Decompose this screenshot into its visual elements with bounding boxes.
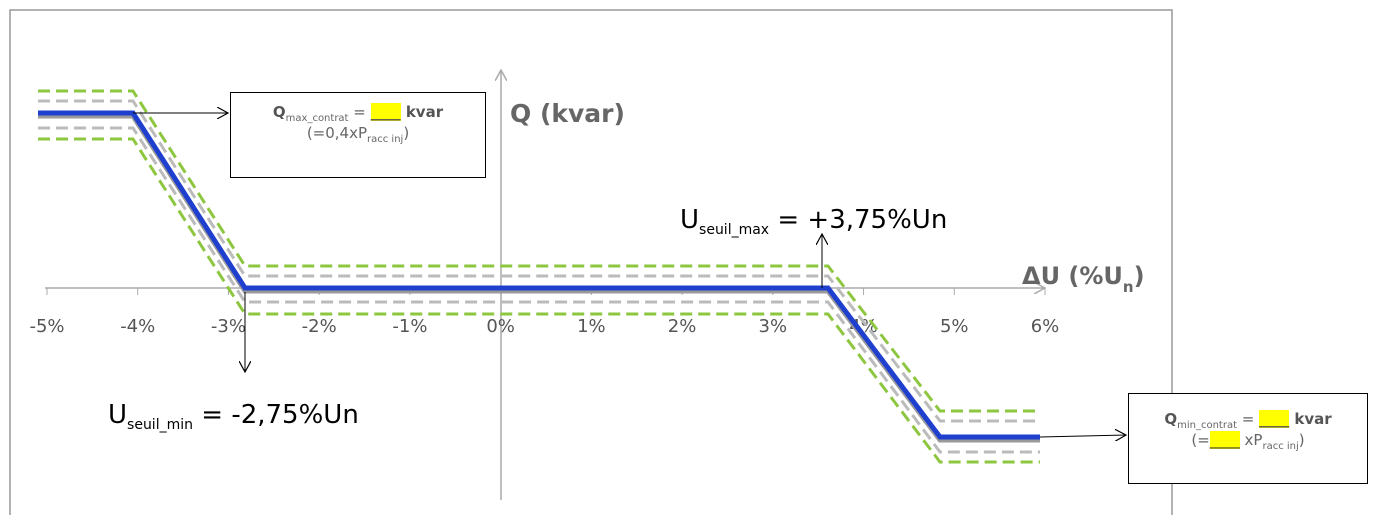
x-axis-label: ΔU (%Un)	[1022, 262, 1145, 296]
x-tick-label: 6%	[1031, 316, 1060, 337]
l2-open: (=0,4xP	[306, 124, 368, 142]
u-max-note: Useuil_max = +3,75%Un	[680, 205, 947, 238]
upper-tolerance	[38, 89, 1040, 413]
y-axis-label: Q (kvar)	[510, 99, 625, 128]
sub: min_contrat	[1177, 420, 1238, 431]
blank: ____	[370, 103, 401, 121]
u: U	[108, 400, 128, 430]
rest: = +3,75%Un	[769, 205, 948, 235]
l2-blank: ____	[1209, 431, 1240, 449]
x-tick-label: -2%	[302, 316, 337, 337]
arrow	[1039, 435, 1126, 437]
frame	[9, 9, 1173, 515]
l2-mid: xP	[1239, 431, 1263, 449]
l2-sub: racc inj	[367, 134, 404, 145]
x-tick-label: -5%	[29, 316, 64, 337]
lower-tolerance	[38, 137, 1040, 464]
sub: seuil_min	[127, 417, 193, 434]
unit: kvar	[400, 103, 444, 121]
eq: =	[348, 103, 371, 121]
x-tick-label: 1%	[577, 316, 606, 337]
q-min-box: Qmin_contrat = ____ kvar (=____ xPracc i…	[1128, 393, 1368, 484]
rest: = -2,75%Un	[193, 400, 359, 430]
x-label-main: ΔU (%U	[1022, 262, 1123, 290]
x-tick-label: -4%	[120, 316, 155, 337]
l2-close: )	[403, 124, 410, 142]
x-tick-label: -3%	[211, 316, 246, 337]
x-tick-label: 0%	[486, 316, 515, 337]
x-tick-label: 3%	[759, 316, 788, 337]
blank: ____	[1259, 410, 1290, 428]
eq: =	[1237, 410, 1260, 428]
x-label-sub: n	[1123, 278, 1134, 296]
upper-gray	[38, 99, 1040, 423]
sub: seuil_max	[699, 222, 770, 239]
u-min-note: Useuil_min = -2,75%Un	[108, 400, 359, 433]
l2-close: )	[1298, 431, 1305, 449]
l2-open: (=	[1191, 431, 1210, 449]
u: U	[680, 205, 700, 235]
unit: kvar	[1289, 410, 1332, 428]
q: Q	[1164, 410, 1178, 428]
curve-shadow	[38, 113, 1040, 443]
lower-gray	[38, 126, 1040, 454]
x-tick-label: 5%	[940, 316, 969, 337]
sub: max_contrat	[285, 113, 349, 124]
q-u-curve	[38, 110, 1040, 440]
l2-sub: racc inj	[1262, 441, 1299, 452]
x-label-end: )	[1134, 262, 1145, 290]
x-tick-label: 2%	[668, 316, 697, 337]
x-tick-label: -1%	[392, 316, 427, 337]
q-max-box: Qmax_contrat = ____ kvar (=0,4xPracc inj…	[230, 92, 486, 178]
q: Q	[272, 103, 286, 121]
